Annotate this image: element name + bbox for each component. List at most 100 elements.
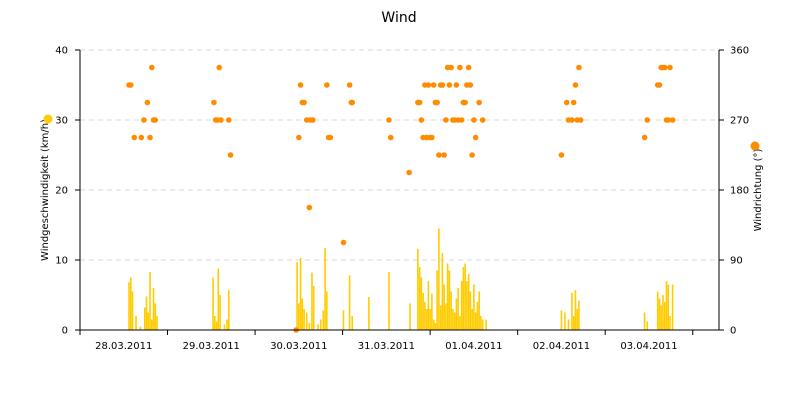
speed-bar xyxy=(149,271,151,330)
direction-point xyxy=(218,117,224,123)
speed-bar xyxy=(409,303,411,330)
x-tick-label: 01.04.2011 xyxy=(445,341,502,352)
y-right-tick-label: 360 xyxy=(730,46,749,57)
speed-bar xyxy=(431,293,433,330)
y-right-tick-label: 90 xyxy=(730,256,743,267)
speed-bar xyxy=(139,326,142,330)
speed-bar xyxy=(422,292,424,330)
speed-bar xyxy=(427,281,430,330)
direction-point xyxy=(457,64,463,71)
y-left-tick-label: 10 xyxy=(55,256,68,267)
x-tick-label: 29.03.2011 xyxy=(183,341,240,352)
speed-bar xyxy=(308,323,311,330)
speed-bar xyxy=(660,305,663,330)
direction-point xyxy=(141,117,147,123)
speed-bar xyxy=(669,316,671,330)
direction-point xyxy=(340,239,347,246)
speed-bar xyxy=(671,284,674,330)
direction-point xyxy=(301,99,307,106)
direction-point xyxy=(441,152,447,158)
speed-bar xyxy=(326,291,328,330)
speed-bar xyxy=(643,312,646,330)
speed-bar xyxy=(471,309,473,330)
direction-point xyxy=(147,134,153,141)
x-tick-label: 03.04.2011 xyxy=(620,341,677,352)
speed-bar xyxy=(576,309,578,330)
direction-point xyxy=(576,64,582,71)
speed-bar xyxy=(147,312,150,330)
speed-bar xyxy=(429,309,431,330)
speed-bar xyxy=(646,321,649,330)
speed-bar xyxy=(560,310,563,330)
y-right-tick-label: 0 xyxy=(730,326,736,337)
speed-bar xyxy=(434,323,437,330)
direction-point xyxy=(296,134,302,141)
direction-point xyxy=(297,82,304,88)
speed-bar xyxy=(317,324,319,330)
direction-point xyxy=(462,99,468,106)
speed-legend-marker xyxy=(43,114,53,124)
speed-bar xyxy=(480,316,482,330)
speed-bar xyxy=(446,263,449,330)
direction-point xyxy=(558,152,565,158)
speed-bar xyxy=(223,324,226,330)
speed-bar xyxy=(564,312,566,330)
direction-point xyxy=(570,99,577,106)
speed-bar xyxy=(417,248,419,330)
direction-point xyxy=(211,99,217,106)
speed-bar xyxy=(658,298,661,330)
direction-point xyxy=(226,117,232,123)
speed-bar xyxy=(128,282,130,330)
direction-point xyxy=(227,152,234,158)
direction-point xyxy=(569,117,575,123)
speed-bar xyxy=(439,305,442,330)
direction-point xyxy=(469,152,475,158)
speed-bar xyxy=(228,290,230,330)
direction-point xyxy=(306,204,313,211)
y-left-tick-label: 0 xyxy=(62,326,68,337)
speed-bar xyxy=(665,281,668,330)
direction-point xyxy=(418,117,425,123)
speed-bar xyxy=(467,274,470,330)
direction-point xyxy=(152,117,159,123)
speed-bar xyxy=(298,303,300,330)
speed-bar xyxy=(150,319,153,330)
speed-bars xyxy=(128,228,674,330)
direction-point xyxy=(138,134,145,141)
direction-point xyxy=(446,82,453,88)
speed-bar xyxy=(388,271,390,330)
speed-bar xyxy=(455,298,458,330)
direction-point xyxy=(430,82,437,88)
direction-point xyxy=(148,64,155,71)
speed-bar xyxy=(348,275,351,330)
speed-bar xyxy=(351,316,354,330)
speed-bar xyxy=(663,302,666,330)
direction-point xyxy=(641,134,648,141)
speed-bar xyxy=(445,303,447,330)
speed-bar xyxy=(459,316,461,330)
direction-point xyxy=(667,64,673,71)
direction-point xyxy=(346,82,353,88)
speed-bar xyxy=(436,270,438,330)
speed-bar xyxy=(469,291,472,330)
x-tick-label: 02.04.2011 xyxy=(533,341,590,352)
speed-bar xyxy=(441,253,444,330)
y-right-tick-label: 270 xyxy=(730,116,749,127)
direction-point xyxy=(563,99,570,106)
grid-lines xyxy=(80,49,719,261)
direction-point xyxy=(310,117,316,123)
speed-bar xyxy=(368,297,370,330)
speed-bar xyxy=(305,312,308,330)
speed-bar xyxy=(217,268,220,330)
y-left-tick-label: 30 xyxy=(55,116,68,127)
speed-bar xyxy=(154,303,157,330)
direction-point xyxy=(465,64,472,71)
speed-bar xyxy=(135,316,137,330)
speed-bar xyxy=(450,291,452,330)
direction-point xyxy=(471,117,477,123)
direction-point xyxy=(144,99,151,106)
direction-point xyxy=(439,82,446,88)
direction-point xyxy=(416,99,423,106)
